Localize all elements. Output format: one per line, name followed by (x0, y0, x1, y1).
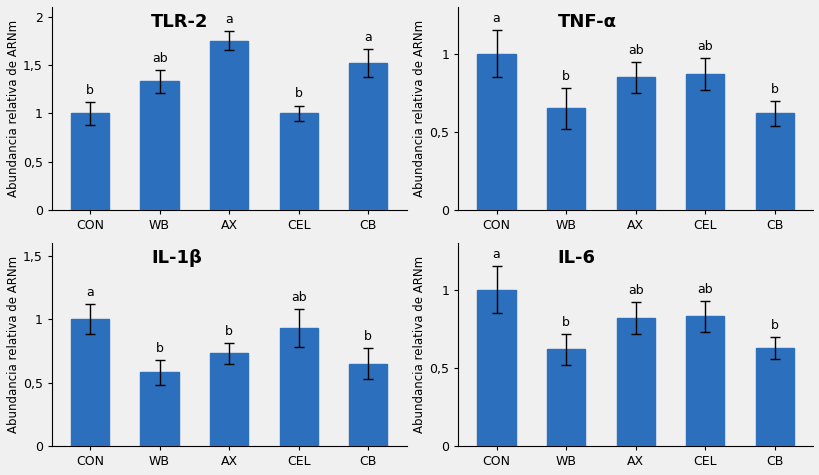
Text: ab: ab (291, 291, 306, 304)
Bar (616, 77, 654, 210)
Text: TNF-α: TNF-α (557, 13, 616, 31)
Bar (755, 113, 793, 210)
Bar (546, 349, 585, 446)
Bar (279, 328, 318, 446)
Text: ab: ab (697, 40, 713, 53)
Y-axis label: Abundancia relativa de ARNm: Abundancia relativa de ARNm (413, 20, 426, 197)
Text: b: b (770, 83, 778, 95)
Bar (210, 353, 248, 446)
Text: b: b (770, 319, 778, 332)
Bar (755, 348, 793, 446)
Text: b: b (294, 87, 302, 100)
Bar (279, 113, 318, 210)
Text: b: b (364, 330, 372, 343)
Text: b: b (562, 70, 569, 83)
Bar (616, 318, 654, 446)
Bar (140, 372, 179, 446)
Y-axis label: Abundancia relativa de ARNm: Abundancia relativa de ARNm (7, 20, 20, 197)
Text: a: a (364, 31, 372, 44)
Bar (70, 319, 109, 446)
Bar (349, 363, 387, 446)
Text: a: a (492, 12, 500, 25)
Text: a: a (86, 286, 93, 299)
Text: b: b (562, 315, 569, 329)
Text: ab: ab (627, 285, 643, 297)
Text: TLR-2: TLR-2 (151, 13, 208, 31)
Text: a: a (225, 13, 233, 26)
Y-axis label: Abundancia relativa de ARNm: Abundancia relativa de ARNm (7, 256, 20, 433)
Text: ab: ab (152, 52, 167, 65)
Bar (546, 108, 585, 210)
Text: b: b (156, 342, 163, 355)
Text: IL-1β: IL-1β (151, 249, 201, 267)
Bar (686, 74, 723, 210)
Bar (140, 81, 179, 210)
Text: b: b (86, 84, 94, 96)
Bar (686, 316, 723, 446)
Y-axis label: Abundancia relativa de ARNm: Abundancia relativa de ARNm (413, 256, 426, 433)
Bar (210, 41, 248, 210)
Text: ab: ab (697, 283, 713, 296)
Text: b: b (225, 325, 233, 338)
Text: ab: ab (627, 44, 643, 57)
Bar (349, 63, 387, 210)
Text: IL-6: IL-6 (557, 249, 595, 267)
Text: a: a (492, 248, 500, 261)
Bar (477, 290, 515, 446)
Bar (477, 54, 515, 210)
Bar (70, 113, 109, 210)
